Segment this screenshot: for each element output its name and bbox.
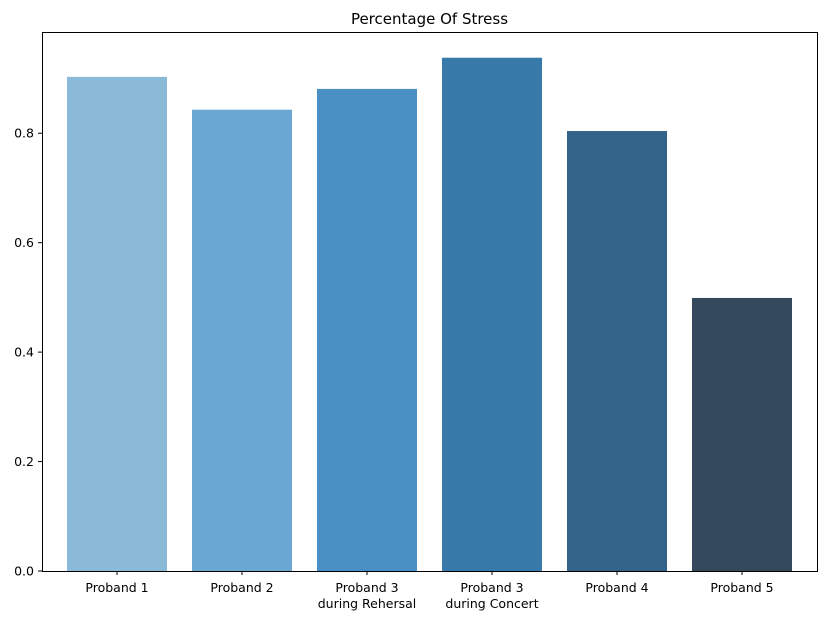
x-tick-label: Proband 3	[335, 580, 398, 595]
bar-1	[67, 76, 167, 571]
bar-3	[317, 88, 417, 572]
y-tick-label: 0.6	[14, 235, 34, 250]
y-tick-label: 0.2	[14, 454, 34, 469]
x-tick-label: during Concert	[445, 596, 538, 611]
x-tick-label: Proband 5	[710, 580, 773, 595]
x-tick-label: during Rehersal	[318, 596, 417, 611]
x-tick-label: Proband 3	[460, 580, 523, 595]
x-tick-label: Proband 1	[85, 580, 148, 595]
chart-title: Percentage Of Stress	[351, 10, 508, 28]
y-axis: 0.0 0.2 0.4 0.6 0.8	[14, 126, 42, 579]
y-tick-label: 0.0	[14, 564, 34, 579]
y-tick-label: 0.8	[14, 126, 34, 141]
bar-5	[567, 131, 667, 571]
x-tick-label: Proband 2	[210, 580, 273, 595]
bar-4	[442, 57, 542, 572]
bar-6	[692, 297, 792, 571]
bars	[67, 57, 792, 572]
bar-2	[192, 109, 292, 571]
x-tick-label: Proband 4	[585, 580, 648, 595]
y-tick-label: 0.4	[14, 345, 34, 360]
plot-frame	[42, 32, 818, 572]
